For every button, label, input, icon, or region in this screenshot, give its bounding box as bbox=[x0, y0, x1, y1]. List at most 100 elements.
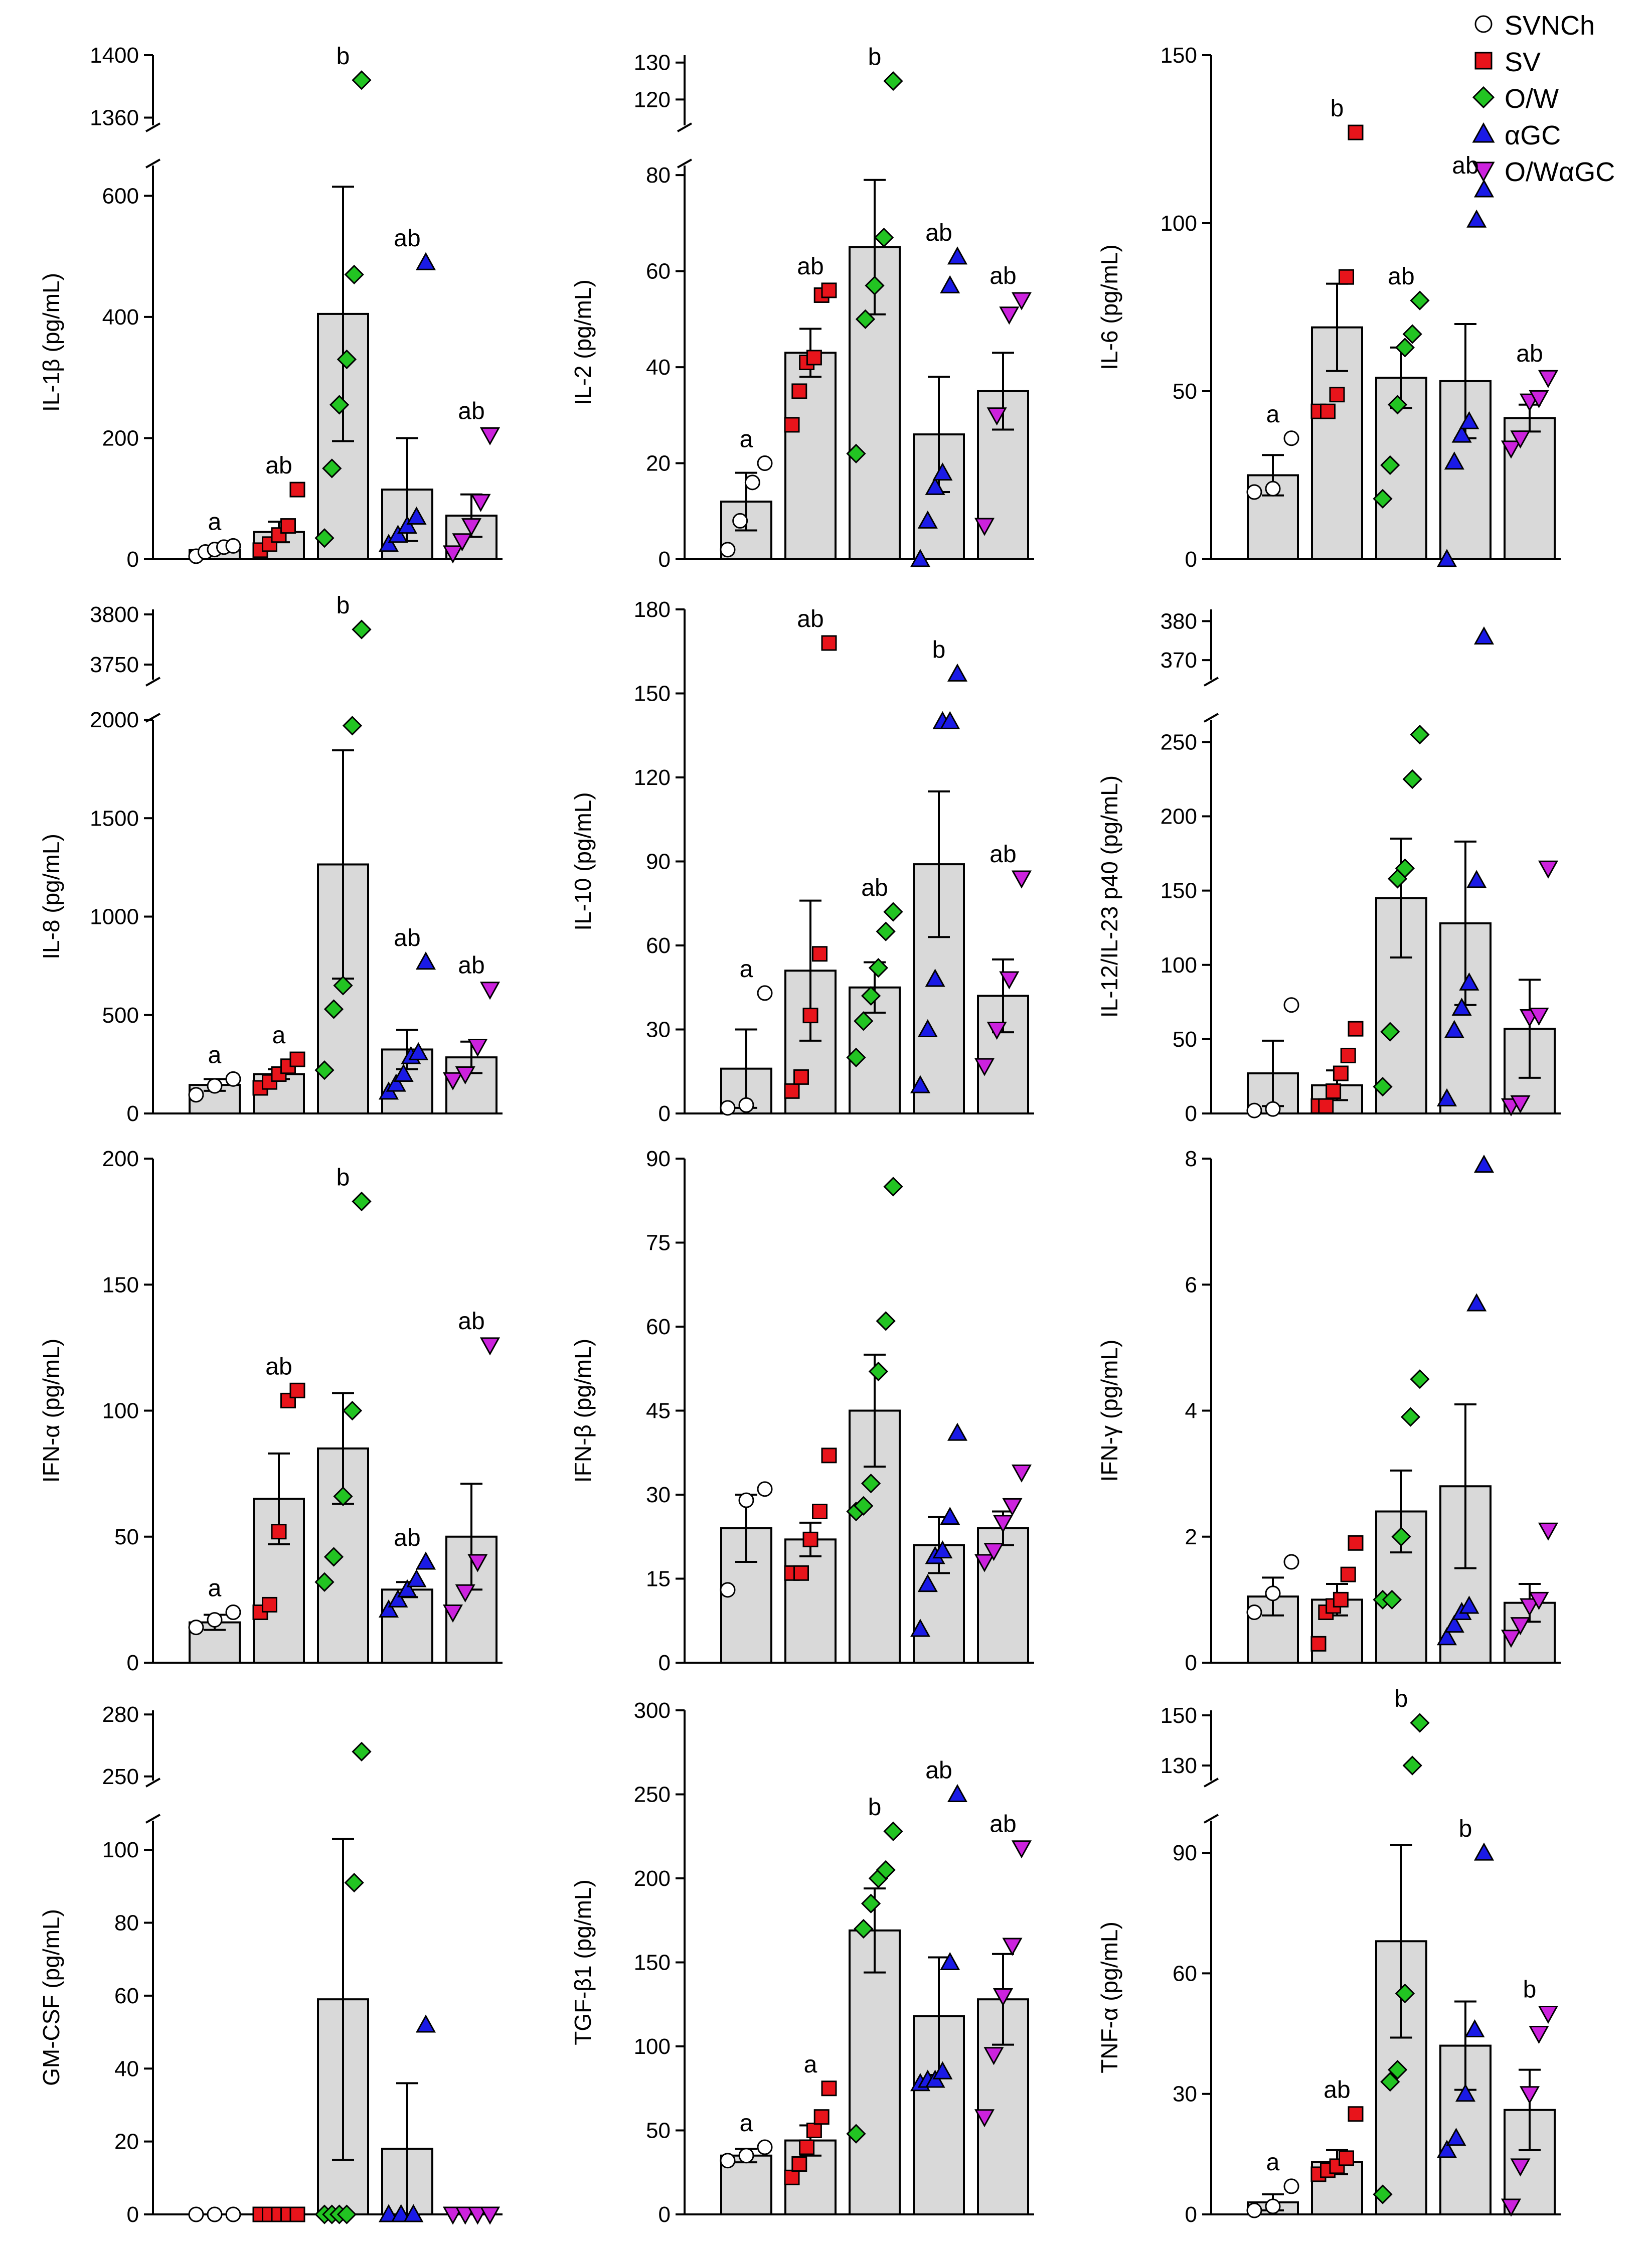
point-owagc bbox=[1510, 430, 1531, 449]
point-agc bbox=[403, 2204, 424, 2222]
y-tick-label: 370 bbox=[1161, 648, 1197, 673]
point-agc bbox=[408, 1042, 429, 1060]
point-owagc bbox=[974, 2109, 995, 2128]
y-tick-label: 80 bbox=[114, 1911, 139, 1936]
point-owagc bbox=[1002, 1498, 1023, 1516]
significance-letter: ab bbox=[1452, 152, 1478, 179]
point-agc bbox=[940, 1952, 960, 1970]
point-sv bbox=[262, 1596, 277, 1613]
y-tick-label: 0 bbox=[658, 1101, 671, 1126]
point-svnch bbox=[720, 2153, 736, 2169]
point-svnch bbox=[207, 1078, 223, 1094]
point-owagc bbox=[1529, 390, 1549, 408]
bar-ow bbox=[849, 1929, 901, 2216]
y-tick-label: 3800 bbox=[90, 602, 139, 627]
significance-letter: a bbox=[208, 1575, 222, 1602]
y-tick-label: 0 bbox=[1185, 547, 1197, 572]
bar-owagc bbox=[1504, 417, 1556, 560]
y-tick-label: 60 bbox=[646, 259, 671, 284]
point-agc bbox=[1436, 1627, 1457, 1646]
point-owagc bbox=[455, 1066, 475, 1085]
y-axis-label: GM-CSF (pg/mL) bbox=[38, 1909, 64, 2086]
point-agc bbox=[378, 534, 399, 552]
y-tick-label: 400 bbox=[102, 305, 139, 330]
point-agc bbox=[1446, 2128, 1466, 2146]
point-ow bbox=[868, 958, 889, 978]
panel-chart: 0 20 40 60 80 100 250 280 GM-CSF (pg/mL) bbox=[38, 1702, 503, 2227]
point-owagc bbox=[479, 2206, 501, 2225]
point-ow bbox=[342, 716, 363, 736]
y-tick-label: 150 bbox=[1161, 879, 1197, 903]
point-sv bbox=[280, 518, 296, 534]
point-agc bbox=[940, 1507, 960, 1525]
significance-letter: ab bbox=[925, 1757, 952, 1784]
point-owagc bbox=[479, 1337, 501, 1356]
point-agc bbox=[1473, 1842, 1495, 1861]
y-tick-label: 30 bbox=[1173, 2082, 1197, 2107]
y-tick-label: 50 bbox=[1173, 1027, 1197, 1052]
bar-owagc bbox=[977, 1527, 1029, 1664]
point-agc bbox=[406, 1569, 427, 1587]
y-tick-label: 250 bbox=[102, 1765, 139, 1789]
significance-letter: ab bbox=[394, 925, 420, 951]
point-owagc bbox=[983, 1543, 1004, 1561]
point-ow bbox=[1410, 1369, 1430, 1389]
point-owagc bbox=[442, 545, 463, 564]
y-axis-label: IL-8 (pg/mL) bbox=[38, 834, 64, 959]
y-tick-label: 60 bbox=[646, 1315, 671, 1339]
y-tick-label: 100 bbox=[102, 1838, 139, 1862]
point-agc bbox=[1451, 998, 1472, 1016]
point-owagc bbox=[983, 2047, 1004, 2065]
y-tick-label: 200 bbox=[102, 1147, 139, 1171]
point-agc bbox=[393, 1063, 414, 1082]
point-sv bbox=[802, 1008, 818, 1024]
point-sv bbox=[793, 1069, 809, 1085]
y-tick-label: 150 bbox=[1161, 43, 1197, 68]
y-tick-label: 50 bbox=[1173, 379, 1197, 404]
point-svnch bbox=[188, 1087, 204, 1103]
point-agc bbox=[947, 1784, 968, 1802]
point-agc bbox=[378, 1599, 399, 1618]
y-tick-label: 200 bbox=[102, 426, 139, 450]
point-owagc bbox=[1529, 2026, 1549, 2044]
point-owagc bbox=[1510, 1617, 1531, 1636]
point-sv bbox=[793, 1565, 809, 1581]
y-tick-label: 0 bbox=[127, 1651, 139, 1675]
point-owagc bbox=[1529, 1007, 1549, 1026]
significance-letter: ab bbox=[458, 952, 484, 979]
panel-chart: 0 50 100 150 200 IFN-α (pg/mL) a ab b ab ab bbox=[38, 1147, 503, 1675]
point-sv bbox=[802, 1531, 818, 1547]
y-tick-label: 50 bbox=[646, 2119, 671, 2143]
y-tick-label: 1400 bbox=[90, 43, 139, 68]
y-tick-label: 60 bbox=[114, 1984, 139, 2008]
significance-letter: b bbox=[932, 636, 946, 663]
y-tick-label: 1000 bbox=[90, 905, 139, 929]
point-agc bbox=[1444, 1615, 1464, 1633]
point-sv bbox=[1339, 2150, 1354, 2166]
point-agc bbox=[406, 506, 427, 525]
point-ow bbox=[352, 1741, 372, 1761]
y-tick-label: 20 bbox=[646, 451, 671, 476]
axis-break-mark bbox=[1204, 1778, 1219, 1788]
point-agc bbox=[917, 1019, 938, 1037]
significance-letter: ab bbox=[458, 1308, 484, 1335]
legend-marker-ow bbox=[1472, 86, 1495, 109]
point-ow bbox=[883, 1821, 903, 1841]
y-tick-label: 1360 bbox=[90, 105, 139, 130]
legend-label: αGC bbox=[1505, 120, 1561, 150]
significance-letter: a bbox=[804, 2051, 817, 2078]
point-svnch bbox=[720, 542, 736, 558]
point-agc bbox=[925, 969, 945, 987]
point-owagc bbox=[974, 1554, 995, 1572]
point-owagc bbox=[986, 407, 1007, 426]
point-svnch bbox=[225, 1071, 241, 1087]
point-ow bbox=[846, 443, 866, 464]
y-tick-label: 130 bbox=[1161, 1753, 1197, 1778]
significance-letter: ab bbox=[925, 220, 952, 246]
point-svnch bbox=[738, 2148, 754, 2164]
point-owagc bbox=[442, 1605, 463, 1623]
point-ow bbox=[1402, 769, 1422, 789]
point-sv bbox=[821, 282, 837, 298]
point-owagc bbox=[1538, 370, 1559, 388]
significance-letter: a bbox=[1266, 401, 1280, 428]
